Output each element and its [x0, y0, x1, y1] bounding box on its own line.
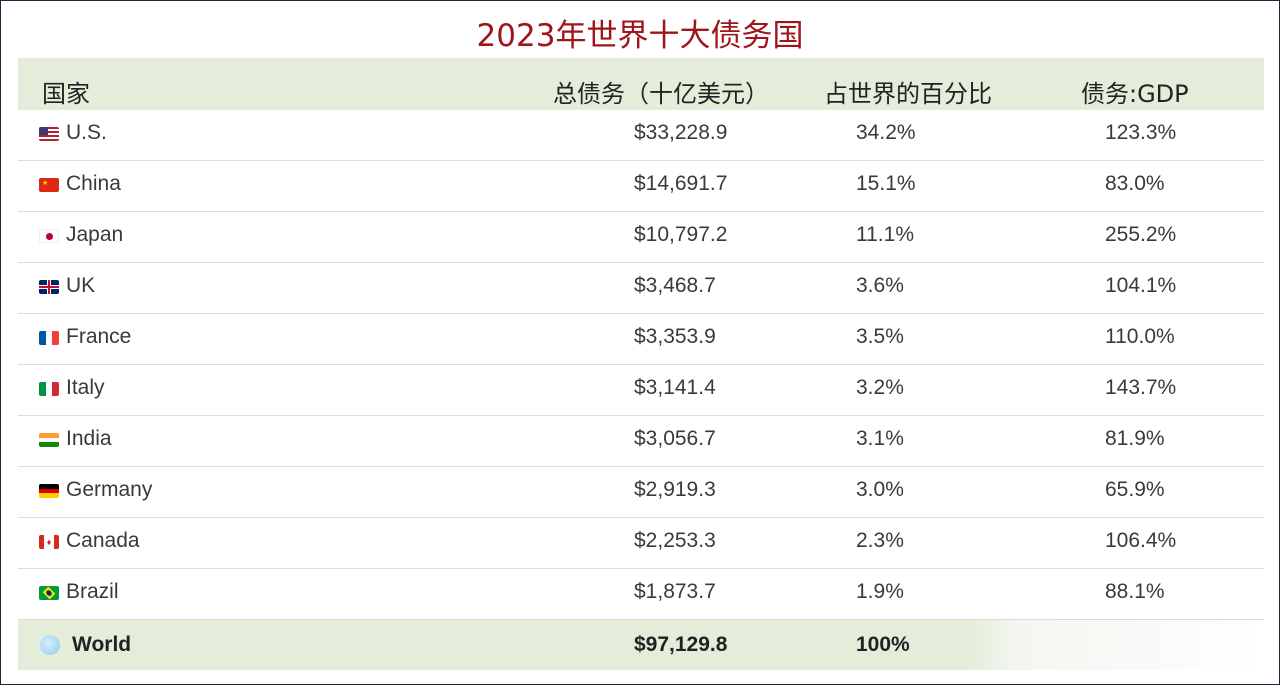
globe-icon	[40, 635, 60, 655]
debt-gdp-ratio: 106.4%	[1105, 529, 1177, 552]
table-row: Japan $10,797.2 11.1% 255.2%	[18, 212, 1264, 263]
table-row: U.S. $33,228.9 34.2% 123.3%	[18, 110, 1264, 161]
india-flag-icon	[39, 433, 59, 447]
country-name: Japan	[66, 223, 124, 246]
header-world-share: 占世界的百分比	[824, 80, 992, 108]
total-debt: $3,056.7	[634, 427, 716, 450]
country-name: India	[66, 427, 112, 450]
china-flag-icon: ★	[39, 178, 59, 192]
germany-flag-icon	[39, 484, 59, 498]
country-name: U.S.	[66, 121, 107, 144]
debt-gdp-ratio: 65.9%	[1105, 478, 1165, 501]
total-debt: $33,228.9	[634, 121, 728, 144]
world-share: 3.1%	[856, 427, 904, 450]
country-name: UK	[66, 274, 96, 297]
debt-gdp-ratio: 104.1%	[1105, 274, 1177, 297]
uk-flag-icon	[39, 280, 59, 294]
debt-gdp-ratio: 110.0%	[1105, 325, 1175, 348]
table-row: UK $3,468.7 3.6% 104.1%	[18, 263, 1264, 314]
table-row: France $3,353.9 3.5% 110.0%	[18, 314, 1264, 365]
total-debt: $10,797.2	[634, 223, 728, 246]
world-share: 3.6%	[856, 274, 904, 297]
table-row: Germany $2,919.3 3.0% 65.9%	[18, 467, 1264, 518]
table-row: India $3,056.7 3.1% 81.9%	[18, 416, 1264, 467]
world-total-row: World $97,129.8 100%	[18, 620, 1264, 670]
table-row: ★ China $14,691.7 15.1% 83.0%	[18, 161, 1264, 212]
total-debt: $3,141.4	[634, 376, 716, 399]
header-debt-gdp: 债务:GDP	[1081, 80, 1189, 108]
japan-flag-icon	[39, 229, 59, 243]
total-debt: $2,253.3	[634, 529, 716, 552]
table-header: 国家 总债务（十亿美元） 占世界的百分比 债务:GDP	[18, 58, 1264, 110]
total-debt: $14,691.7	[634, 172, 728, 195]
world-share: 2.3%	[856, 529, 904, 552]
debt-gdp-ratio: 83.0%	[1105, 172, 1165, 195]
debt-table: 国家 总债务（十亿美元） 占世界的百分比 债务:GDP U.S. $33,228…	[18, 58, 1264, 670]
world-share: 34.2%	[856, 121, 916, 144]
canada-flag-icon: ♦	[39, 535, 59, 549]
country-name: Canada	[66, 529, 140, 552]
world-share: 3.5%	[856, 325, 904, 348]
debt-gdp-ratio: 255.2%	[1105, 223, 1177, 246]
total-debt: $3,468.7	[634, 274, 716, 297]
header-country: 国家	[42, 80, 90, 108]
country-name: Germany	[66, 478, 153, 501]
world-share: 100%	[856, 633, 910, 656]
country-name: China	[66, 172, 121, 195]
debt-gdp-ratio: 123.3%	[1105, 121, 1177, 144]
brazil-flag-icon	[39, 586, 59, 600]
country-name: Italy	[66, 376, 105, 399]
debt-gdp-ratio: 81.9%	[1105, 427, 1165, 450]
page-title: 2023年世界十大债务国	[476, 18, 804, 54]
france-flag-icon	[39, 331, 59, 345]
world-share: 3.2%	[856, 376, 904, 399]
world-share: 15.1%	[856, 172, 916, 195]
total-debt: $3,353.9	[634, 325, 716, 348]
country-name: Brazil	[66, 580, 119, 603]
italy-flag-icon	[39, 382, 59, 396]
total-debt: $1,873.7	[634, 580, 716, 603]
world-share: 1.9%	[856, 580, 904, 603]
header-total-debt: 总债务（十亿美元）	[553, 80, 769, 108]
table-row: ♦ Canada $2,253.3 2.3% 106.4%	[18, 518, 1264, 569]
table-row: Brazil $1,873.7 1.9% 88.1%	[18, 569, 1264, 620]
world-share: 3.0%	[856, 478, 904, 501]
table-row: Italy $3,141.4 3.2% 143.7%	[18, 365, 1264, 416]
debt-gdp-ratio: 88.1%	[1105, 580, 1165, 603]
total-debt: $2,919.3	[634, 478, 716, 501]
world-share: 11.1%	[856, 223, 914, 246]
country-name: France	[66, 325, 132, 348]
debt-gdp-ratio: 143.7%	[1105, 376, 1177, 399]
world-total-debt: $97,129.8	[634, 633, 728, 656]
world-label: World	[72, 633, 132, 656]
us-flag-icon	[39, 127, 59, 141]
